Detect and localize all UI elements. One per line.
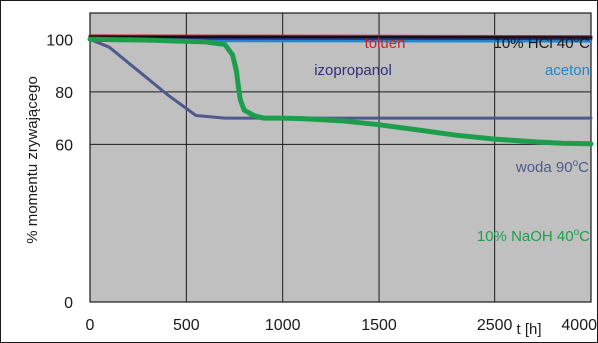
plot-area bbox=[89, 12, 592, 303]
y-tick-label: 80 bbox=[55, 85, 73, 102]
x-tick-label: 500 bbox=[173, 317, 200, 334]
y-tick-label: 100 bbox=[46, 32, 73, 49]
x-tick-label: 2500 bbox=[477, 317, 513, 334]
x-tick-label: 1500 bbox=[361, 317, 397, 334]
y-tick-label: 60 bbox=[55, 137, 73, 154]
plot-background bbox=[89, 12, 592, 303]
series-label-10-naoh-40-c: 10% NaOH 40oC bbox=[477, 227, 590, 245]
x-tick-label: 4000 bbox=[561, 317, 597, 334]
series-line-10-hcl-40-c bbox=[88, 35, 593, 40]
x-axis-label: t [h] bbox=[516, 321, 541, 338]
x-tick-label: 0 bbox=[86, 317, 95, 334]
series-label-woda-90-c: woda 90oC bbox=[515, 158, 589, 176]
y-axis-label: % momentu zrywającego bbox=[24, 76, 41, 244]
series-label-10-hcl-40-c: 10% HCl 40oC bbox=[494, 34, 591, 52]
y-tick-label: 0 bbox=[64, 295, 73, 312]
x-tick-label: 1000 bbox=[265, 317, 301, 334]
series-label-aceton: aceton bbox=[545, 62, 590, 79]
series-layer bbox=[87, 34, 594, 147]
series-line-woda-90-c bbox=[88, 37, 593, 120]
series-label-toluen: toluen bbox=[365, 35, 406, 52]
series-labels: toluen 10% HCl 40oC izopropanol aceton woda … bbox=[314, 34, 590, 245]
series-label-izopropanol: izopropanol bbox=[314, 62, 392, 79]
series-line-10-naoh-40-c bbox=[87, 36, 594, 147]
